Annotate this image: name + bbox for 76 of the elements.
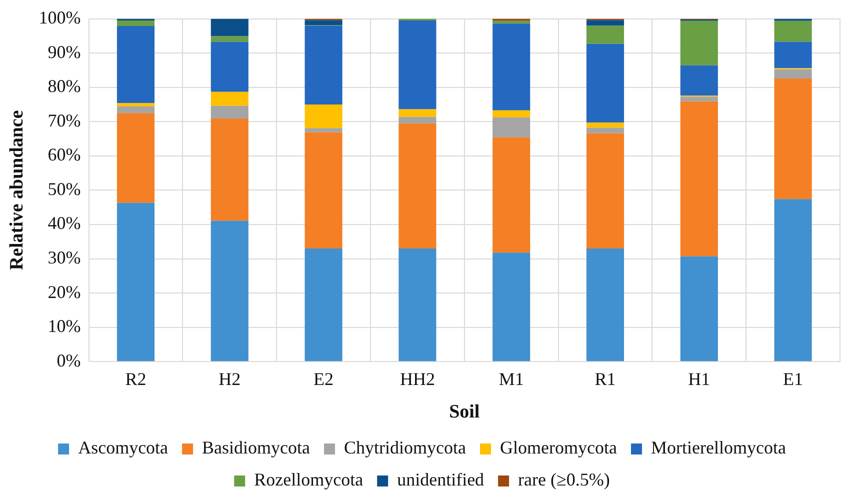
bar xyxy=(492,24,530,110)
bar xyxy=(586,122,624,128)
legend-label: Basidiomycota xyxy=(202,438,310,458)
bar xyxy=(304,128,342,132)
bar xyxy=(586,26,624,44)
bar xyxy=(304,248,342,362)
bar xyxy=(304,20,342,25)
y-tick-label: 50% xyxy=(48,178,81,199)
bar xyxy=(210,18,248,36)
bar xyxy=(680,256,718,362)
y-tick-label: 70% xyxy=(48,110,81,130)
y-tick-label: 10% xyxy=(48,316,81,336)
bar xyxy=(210,92,248,106)
bar xyxy=(492,252,530,362)
bar xyxy=(210,220,248,362)
x-tick-label: H1 xyxy=(688,369,710,390)
bar xyxy=(774,78,812,200)
x-tick-label: H2 xyxy=(218,369,241,390)
x-tick-label: R1 xyxy=(594,369,616,390)
bar xyxy=(586,248,624,362)
x-tick-label: HH2 xyxy=(400,369,435,390)
y-tick-label: 30% xyxy=(48,247,81,268)
bar xyxy=(116,106,155,114)
bar xyxy=(586,133,624,248)
bar xyxy=(774,42,812,68)
y-tick-label: 40% xyxy=(48,213,81,234)
bar xyxy=(492,137,530,253)
y-tick-label: 20% xyxy=(48,282,81,302)
x-tick-label: E2 xyxy=(314,369,334,390)
bar xyxy=(210,42,248,92)
bar xyxy=(304,132,342,248)
legend-label: rare (≥0.5%) xyxy=(518,470,610,490)
bar xyxy=(398,109,436,117)
x-tick-label: R2 xyxy=(125,369,146,390)
bar xyxy=(116,26,155,104)
x-tick-label: E1 xyxy=(783,369,804,390)
bar xyxy=(492,118,530,138)
legend-label: unidentified xyxy=(397,470,484,490)
bar xyxy=(116,103,155,107)
y-tick-label: 90% xyxy=(48,42,81,62)
bar xyxy=(680,96,718,102)
bar xyxy=(398,248,436,362)
legend-label: Rozellomycota xyxy=(254,470,364,490)
y-tick-label: 100% xyxy=(38,8,81,28)
bar xyxy=(680,101,718,256)
bar xyxy=(586,128,624,134)
legend-label: Glomeromycota xyxy=(500,438,617,458)
bar xyxy=(210,106,248,119)
legend-label: Ascomycota xyxy=(78,438,168,458)
y-axis-title: Relative abundance xyxy=(6,110,28,270)
bar xyxy=(116,20,155,26)
y-tick-label: 80% xyxy=(48,76,81,96)
bar xyxy=(398,123,436,248)
bar xyxy=(304,26,342,104)
bar xyxy=(774,199,812,362)
x-axis-title: Soil xyxy=(449,402,480,423)
y-tick-label: 60% xyxy=(48,144,81,165)
legend-label: Mortierellomycota xyxy=(650,438,786,458)
bar xyxy=(116,113,155,203)
bar xyxy=(398,20,436,110)
y-tick-label: 0% xyxy=(56,350,81,370)
bar xyxy=(210,36,248,42)
legend-label: Chytridiomycota xyxy=(344,438,466,458)
bar xyxy=(680,65,718,96)
bar xyxy=(586,20,624,26)
bar xyxy=(398,116,436,124)
x-tick-label: M1 xyxy=(498,369,524,390)
bar xyxy=(116,202,155,362)
bar xyxy=(774,20,812,42)
bar xyxy=(210,118,248,221)
bar xyxy=(680,20,718,66)
bar xyxy=(304,104,342,128)
bar xyxy=(492,20,530,24)
bar xyxy=(774,69,812,78)
bar xyxy=(586,44,624,123)
bar xyxy=(492,110,530,118)
